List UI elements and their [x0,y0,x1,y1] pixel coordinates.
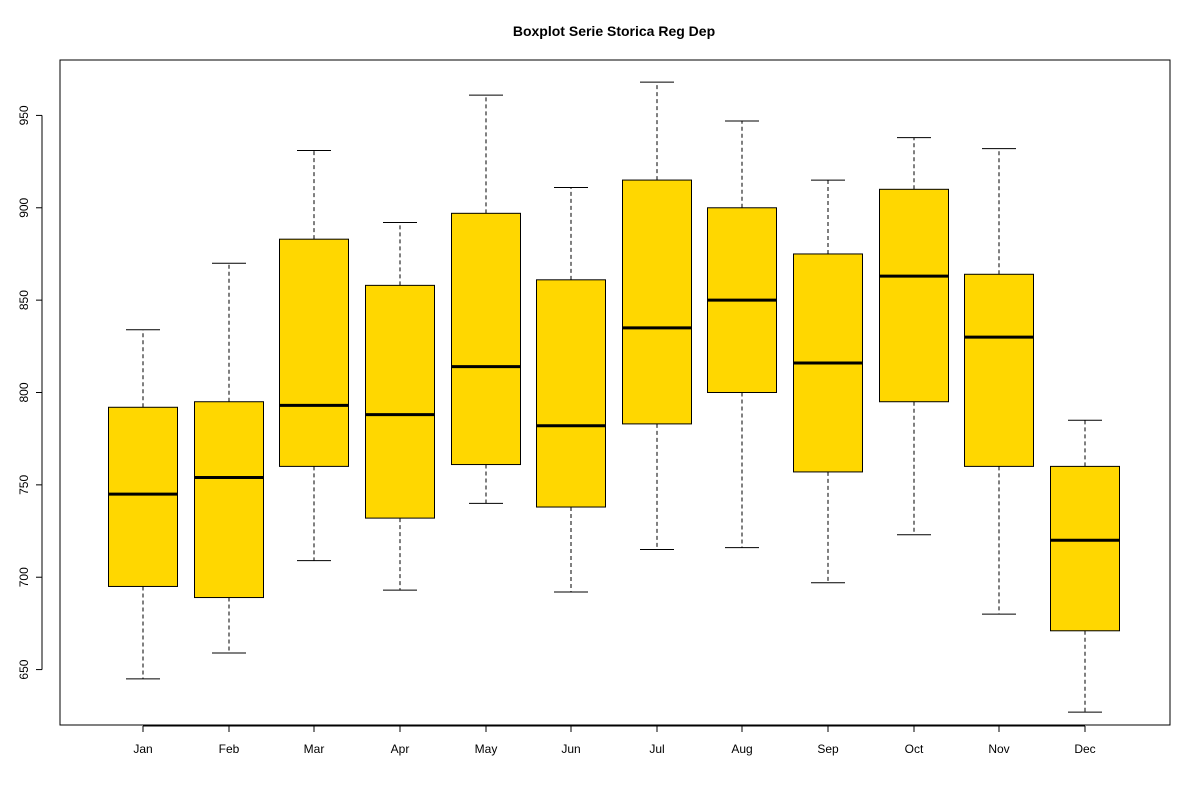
box-iqr [879,188,949,403]
x-tick-label: Jan [133,742,152,756]
x-tick-label: Jul [649,742,664,756]
x-tick-label: Aug [731,742,752,756]
box-iqr [194,401,264,599]
plot-frame [59,59,1171,726]
chart-title: Boxplot Serie Storica Reg Dep [513,23,715,39]
x-tick-label: Jun [561,742,580,756]
box-iqr [1050,465,1120,632]
box-group-dec [1050,419,1120,713]
box-group-may [451,94,521,504]
box-group-jun [536,186,606,593]
box-group-sep [793,179,863,584]
y-tick-label: 900 [17,197,31,217]
box-iqr [622,179,692,425]
x-tick-label: Oct [905,742,924,756]
box-group-aug [707,120,777,549]
box-iqr [964,273,1034,467]
y-tick-label: 700 [17,567,31,587]
y-tick-label: 750 [17,475,31,495]
box-group-feb [194,262,264,654]
box-group-apr [365,222,435,591]
x-tick-label: Nov [988,742,1009,756]
y-tick-label: 650 [17,659,31,679]
box-group-oct [879,137,949,536]
box-iqr [536,279,606,508]
y-tick-label: 850 [17,290,31,310]
box-iqr [279,238,349,467]
box-group-jul [622,81,692,551]
box-group-mar [279,150,349,562]
box-iqr [108,406,178,587]
x-tick-label: May [475,742,498,756]
y-tick-label: 950 [17,105,31,125]
box-group-jan [108,329,178,680]
x-tick-label: Feb [219,742,240,756]
box-iqr [365,284,435,519]
x-tick-label: Dec [1074,742,1095,756]
box-iqr [451,212,521,466]
y-tick-label: 800 [17,382,31,402]
x-tick-label: Apr [391,742,410,756]
box-group-nov [964,148,1034,615]
x-tick-label: Mar [304,742,325,756]
x-tick-label: Sep [817,742,839,756]
